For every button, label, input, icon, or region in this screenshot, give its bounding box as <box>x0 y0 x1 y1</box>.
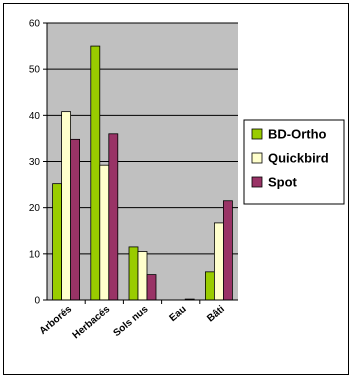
bars <box>52 45 233 301</box>
legend-swatch <box>251 152 263 164</box>
y-tick-label: 40 <box>29 111 41 122</box>
legend-swatch <box>251 128 263 140</box>
bar-bd-ortho-1 <box>52 183 62 301</box>
legend-label: Spot <box>268 175 298 190</box>
x-category-label: Sols nus <box>111 304 150 339</box>
bar-spot-1 <box>70 138 80 301</box>
legend-label: BD-Ortho <box>268 127 327 142</box>
y-tick-label: 20 <box>29 203 41 214</box>
bar-quickbird-2 <box>99 164 110 301</box>
x-category-label: Bâti <box>205 304 227 325</box>
bar-quickbird-1 <box>61 111 71 301</box>
bar-bd-ortho-2 <box>90 45 101 301</box>
bar-bd-ortho-5 <box>204 271 215 301</box>
y-tick-label: 60 <box>29 19 41 30</box>
bar-spot-5 <box>222 200 233 301</box>
legend-swatch <box>251 176 263 188</box>
bar-spot-3 <box>146 274 157 301</box>
x-category-label: Herbacés <box>71 304 113 342</box>
bar-bd-ortho-3 <box>128 246 139 301</box>
x-category-label: Eau <box>168 304 189 324</box>
legend-label: Quickbird <box>268 151 329 166</box>
bar-spot-2 <box>108 133 119 301</box>
y-tick-label: 10 <box>29 249 41 260</box>
y-tick-labels: 0 10 20 30 40 50 60 <box>29 19 41 307</box>
bar-quickbird-3 <box>137 251 148 301</box>
axes <box>43 22 238 304</box>
bar-quickbird-5 <box>213 222 224 301</box>
y-tick-label: 50 <box>29 65 41 76</box>
legend: BD-Ortho Quickbird Spot <box>243 119 345 205</box>
y-tick-label: 30 <box>29 157 41 168</box>
x-category-label: Arborés <box>38 304 75 337</box>
y-tick-label: 0 <box>34 296 40 307</box>
